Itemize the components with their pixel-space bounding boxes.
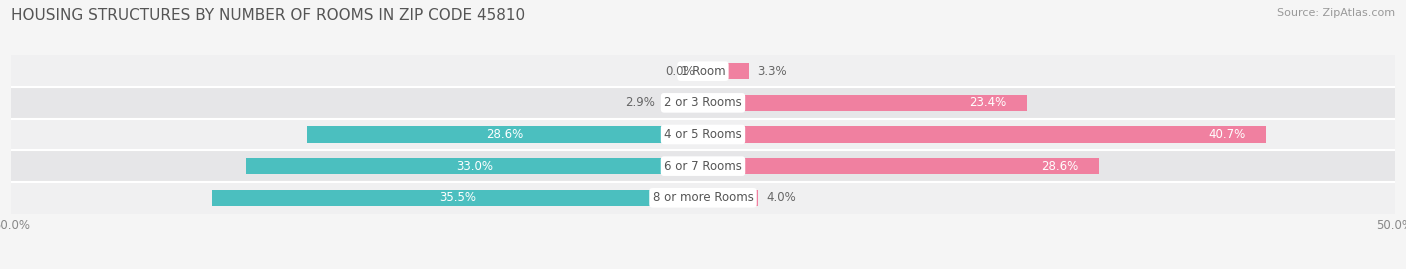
- Text: HOUSING STRUCTURES BY NUMBER OF ROOMS IN ZIP CODE 45810: HOUSING STRUCTURES BY NUMBER OF ROOMS IN…: [11, 8, 526, 23]
- Text: 23.4%: 23.4%: [969, 96, 1005, 109]
- Bar: [11, 119, 1395, 150]
- Bar: [11, 87, 1395, 119]
- Bar: [703, 158, 1098, 174]
- Text: 8 or more Rooms: 8 or more Rooms: [652, 191, 754, 204]
- Text: 4.0%: 4.0%: [766, 191, 796, 204]
- Bar: [703, 190, 758, 206]
- Text: Source: ZipAtlas.com: Source: ZipAtlas.com: [1277, 8, 1395, 18]
- Text: 33.0%: 33.0%: [456, 160, 494, 173]
- Bar: [11, 182, 1395, 214]
- Bar: [703, 95, 1026, 111]
- Bar: [703, 126, 1265, 143]
- Text: 0.0%: 0.0%: [665, 65, 695, 78]
- Text: 2.9%: 2.9%: [624, 96, 655, 109]
- Text: 28.6%: 28.6%: [486, 128, 524, 141]
- Text: 6 or 7 Rooms: 6 or 7 Rooms: [664, 160, 742, 173]
- Bar: [308, 126, 703, 143]
- Bar: [11, 55, 1395, 87]
- Bar: [246, 158, 703, 174]
- Text: 35.5%: 35.5%: [439, 191, 475, 204]
- Text: 1 Room: 1 Room: [681, 65, 725, 78]
- Text: 40.7%: 40.7%: [1208, 128, 1246, 141]
- Bar: [662, 95, 703, 111]
- Bar: [703, 63, 748, 79]
- Bar: [212, 190, 703, 206]
- Text: 3.3%: 3.3%: [756, 65, 786, 78]
- Bar: [11, 150, 1395, 182]
- Text: 28.6%: 28.6%: [1040, 160, 1078, 173]
- Text: 2 or 3 Rooms: 2 or 3 Rooms: [664, 96, 742, 109]
- Text: 4 or 5 Rooms: 4 or 5 Rooms: [664, 128, 742, 141]
